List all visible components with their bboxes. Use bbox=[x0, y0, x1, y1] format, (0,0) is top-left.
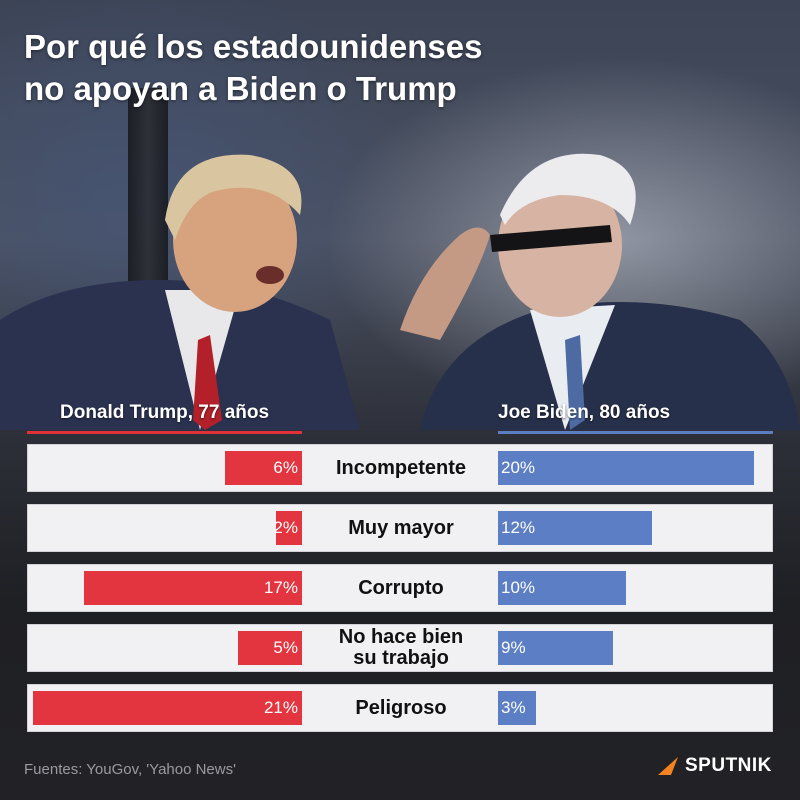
chart-row: 21% Peligroso 3% bbox=[27, 684, 773, 732]
chart-title: Por qué los estadounidenses no apoyan a … bbox=[24, 26, 584, 110]
category-label: No hace bien su trabajo bbox=[338, 626, 464, 669]
bar-biden: 10% bbox=[498, 571, 627, 605]
category-label: Peligroso bbox=[355, 696, 447, 719]
bar-biden-value: 3% bbox=[501, 698, 526, 717]
bar-biden: 12% bbox=[498, 511, 652, 545]
chart-row: 5% No hace bien su trabajo 9% bbox=[27, 624, 773, 672]
bar-trump: 21% bbox=[33, 691, 302, 725]
bar-biden: 9% bbox=[498, 631, 614, 665]
bar-trump-value: 21% bbox=[263, 698, 298, 717]
category-label: Corrupto bbox=[358, 576, 444, 599]
category-label: Incompetente bbox=[335, 456, 467, 479]
bar-biden-value: 20% bbox=[501, 458, 536, 477]
bar-biden-value: 9% bbox=[501, 638, 526, 657]
source-note: Fuentes: YouGov, 'Yahoo News' bbox=[24, 761, 236, 778]
chart-row: 6% Incompetente 20% bbox=[27, 444, 773, 492]
brand-logo: SPUTNIK bbox=[656, 755, 772, 777]
legend-biden-underline bbox=[498, 431, 773, 434]
bar-biden: 3% bbox=[498, 691, 537, 725]
sputnik-logo-icon bbox=[658, 757, 678, 775]
bar-trump: 2% bbox=[273, 511, 302, 545]
chart-row: 17% Corrupto 10% bbox=[27, 564, 773, 612]
bar-biden: 20% bbox=[498, 451, 755, 485]
bar-biden-value: 12% bbox=[501, 518, 536, 537]
bar-trump: 5% bbox=[237, 631, 302, 665]
legend-trump-underline bbox=[27, 431, 302, 434]
bar-biden-value: 10% bbox=[501, 578, 536, 597]
title-line-1: Por qué los estadounidenses bbox=[24, 28, 483, 65]
bar-trump: 17% bbox=[84, 571, 302, 605]
category-label: Muy mayor bbox=[348, 516, 454, 539]
bar-trump: 6% bbox=[225, 451, 302, 485]
chart-row: 2% Muy mayor 12% bbox=[27, 504, 773, 552]
bar-trump-value: 17% bbox=[263, 578, 298, 597]
bar-trump-value: 2% bbox=[273, 518, 298, 537]
legend-biden: Joe Biden, 80 años bbox=[498, 402, 671, 423]
legend-trump: Donald Trump, 77 años bbox=[60, 402, 270, 423]
brand-name: SPUTNIK bbox=[685, 755, 772, 776]
bar-trump-value: 5% bbox=[273, 638, 298, 657]
bar-trump-value: 6% bbox=[273, 458, 298, 477]
trump-illustration bbox=[0, 154, 360, 430]
title-line-2: no apoyan a Biden o Trump bbox=[24, 70, 457, 107]
biden-illustration bbox=[400, 153, 800, 430]
